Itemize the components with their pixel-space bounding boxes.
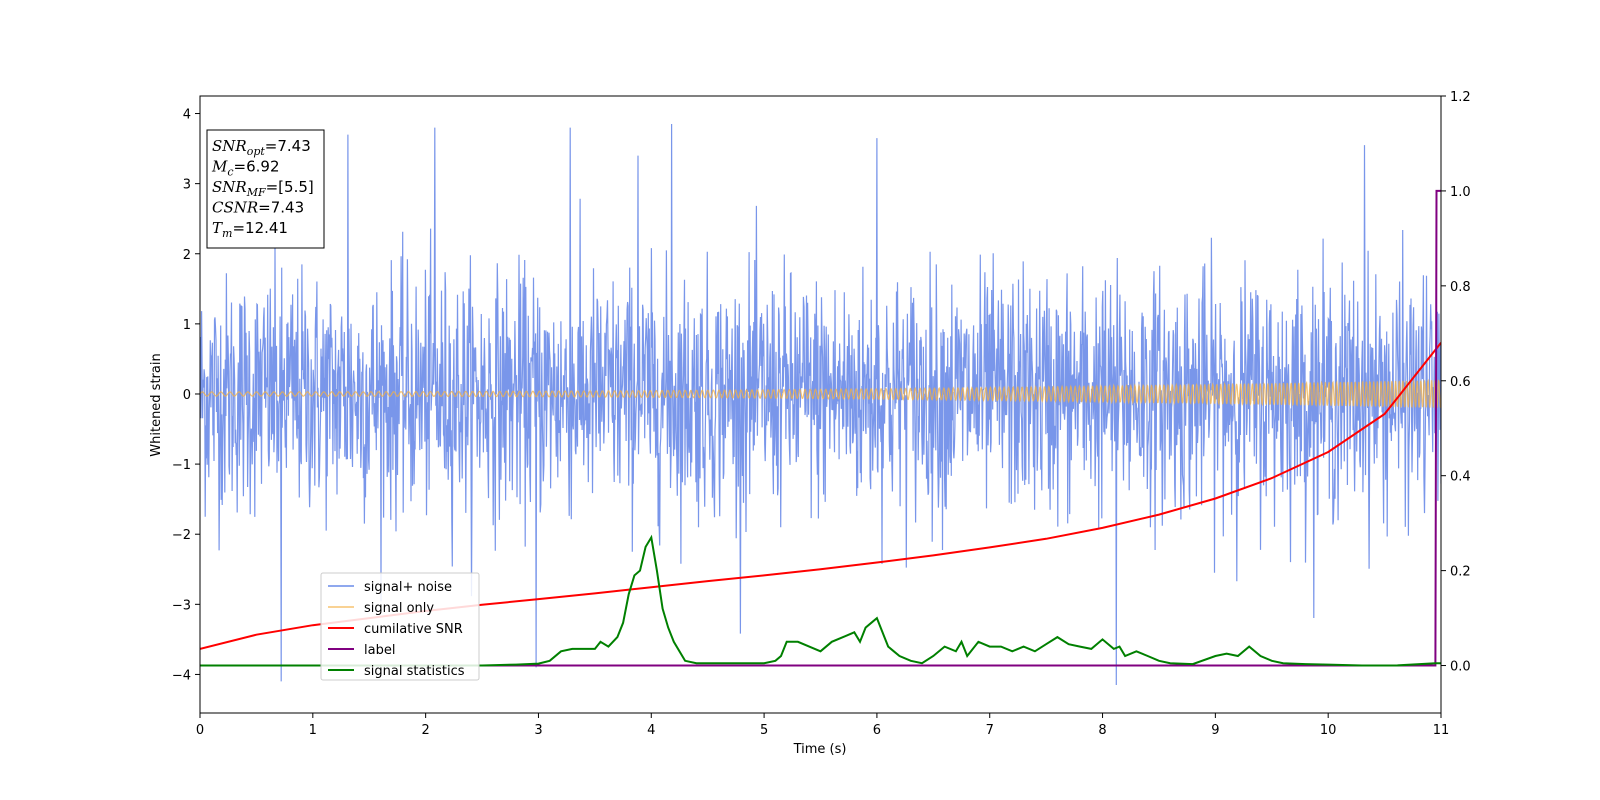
y-left-tick-label: 1 — [183, 318, 191, 333]
y-left-tick-label: 2 — [183, 248, 191, 263]
series-line-signal-statistics — [200, 534, 1441, 667]
y-axis-left: −4 −3 −2 −1 0 1 2 3 4 — [172, 108, 200, 683]
legend-label: signal only — [364, 601, 434, 616]
y-right-tick-label: 1.2 — [1450, 90, 1471, 105]
x-tick-label: 10 — [1320, 723, 1337, 738]
x-tick-label: 1 — [309, 723, 317, 738]
y-right-tick-label: 0.4 — [1450, 470, 1471, 485]
legend-label: label — [364, 643, 395, 658]
x-tick-label: 5 — [760, 723, 768, 738]
annotation-line: CSNR=7.43 — [212, 199, 304, 217]
annotation-frame — [206, 129, 325, 249]
annotation-line: Tm=12.41 — [212, 219, 288, 240]
x-tick-label: 4 — [647, 723, 655, 738]
annotation-line: Mc=6.92 — [211, 158, 280, 179]
y-left-tick-label: −3 — [172, 598, 191, 613]
x-tick-label: 6 — [873, 723, 881, 738]
y-right-tick-label: 0.0 — [1450, 660, 1471, 675]
y-left-tick-label: 3 — [183, 178, 191, 193]
x-tick-label: 3 — [534, 723, 542, 738]
annotation-line: SNRMF=[5.5] — [212, 178, 314, 199]
legend: signal+ noise signal only cumilative SNR la… — [320, 572, 480, 681]
series-line-label — [200, 189, 1441, 667]
legend-frame — [320, 572, 480, 681]
x-axis: 0 1 2 3 4 5 6 7 8 9 10 11 — [196, 713, 1449, 738]
series-line-signal-noise — [200, 123, 1441, 686]
y-right-tick-label: 0.6 — [1450, 375, 1471, 390]
legend-label: cumilative SNR — [364, 622, 463, 637]
y-right-tick-label: 1.0 — [1450, 185, 1471, 200]
x-tick-label: 7 — [986, 723, 994, 738]
y-axis-right: 0.0 0.2 0.4 0.6 0.8 1.0 1.2 — [1441, 90, 1471, 675]
y-right-tick-label: 0.8 — [1450, 280, 1471, 295]
x-tick-label: 9 — [1211, 723, 1219, 738]
x-tick-label: 2 — [421, 723, 429, 738]
y-axis-label: Whitened strain — [149, 353, 164, 456]
series-line-signal-only — [200, 378, 1441, 409]
legend-label: signal statistics — [364, 664, 465, 679]
annotation-line: SNRopt=7.43 — [212, 137, 311, 158]
y-left-tick-label: −2 — [172, 528, 191, 543]
y-left-tick-label: 4 — [183, 108, 191, 123]
y-left-tick-label: 0 — [183, 388, 191, 403]
y-left-tick-label: −1 — [172, 458, 191, 473]
x-tick-label: 11 — [1433, 723, 1450, 738]
y-right-tick-label: 0.2 — [1450, 565, 1471, 580]
x-tick-label: 8 — [1098, 723, 1106, 738]
legend-label: signal+ noise — [364, 580, 452, 595]
y-left-tick-label: −4 — [172, 668, 191, 683]
plot-frame — [199, 95, 1442, 714]
x-axis-label: Time (s) — [793, 742, 847, 757]
x-tick-label: 0 — [196, 723, 204, 738]
